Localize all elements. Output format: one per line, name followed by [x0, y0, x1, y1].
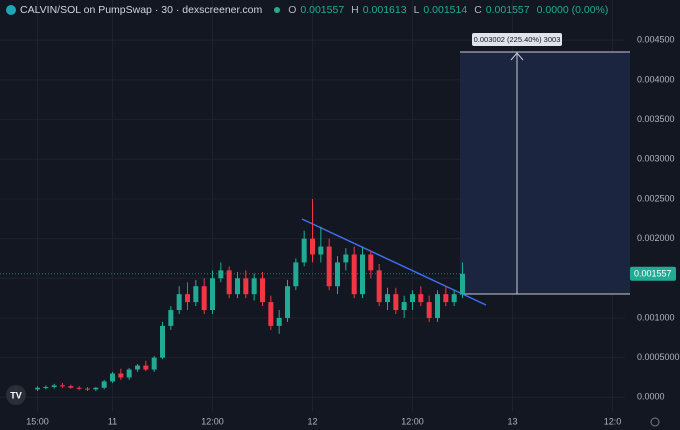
ohlc-value: 0.001557 — [300, 4, 345, 16]
x-tick-label: 13 — [507, 416, 517, 426]
candle-body — [443, 294, 449, 303]
candle-body — [218, 270, 224, 279]
candle-body — [168, 310, 174, 326]
measure-label: 0.003002 (225.40%) 3003 — [474, 35, 561, 44]
candle-body — [426, 302, 432, 318]
candle-body — [176, 294, 182, 311]
tv-logo-text: TV — [10, 390, 22, 400]
tv-logo[interactable] — [6, 385, 26, 405]
ohlc-value: 0.001514 — [423, 4, 468, 16]
candle-body — [385, 294, 390, 303]
header: CALVIN/SOL on PumpSwap · 30 · dexscreene… — [6, 4, 611, 16]
candle-body — [135, 365, 140, 370]
y-tick-label: 0.0005000 — [637, 352, 680, 362]
candle-body — [185, 294, 190, 303]
candle-body — [93, 387, 99, 390]
candle-body — [276, 317, 282, 326]
candle-body — [118, 373, 124, 378]
candle-body — [235, 278, 240, 295]
candle-body — [401, 302, 407, 311]
x-tick-label: 12 — [307, 416, 317, 426]
x-tick-label: 11 — [108, 416, 117, 426]
y-tick-label: 0.001000 — [637, 312, 675, 322]
x-tick-label: 15:00 — [26, 416, 49, 426]
measure-label-box — [472, 33, 562, 46]
candle-body — [110, 373, 115, 382]
measure-box — [460, 52, 630, 294]
candle-body — [226, 270, 232, 295]
candle-body — [360, 254, 365, 295]
candle-body — [326, 246, 332, 287]
candle-body — [35, 387, 40, 390]
y-tick-label: 0.003000 — [637, 154, 675, 164]
candle-body — [410, 294, 415, 303]
y-tick-label: 0.004000 — [637, 74, 675, 84]
candle-body — [201, 286, 207, 311]
candle-body — [43, 386, 49, 388]
ohlc-key: H — [351, 4, 359, 16]
candle-body — [310, 238, 315, 255]
ohlc-value: 0.001613 — [362, 4, 407, 16]
candle-body — [51, 385, 57, 387]
ohlc-key: O — [288, 4, 297, 16]
y-tick-label: 0.003500 — [637, 114, 675, 124]
y-tick-label: 0.002000 — [637, 233, 675, 243]
candle-body — [293, 262, 299, 287]
ohlc-key: C — [474, 4, 482, 16]
y-tick-label: 0.002500 — [637, 193, 675, 203]
chart-title: CALVIN/SOL on PumpSwap · 30 · dexscreene… — [20, 4, 263, 16]
status-dot — [274, 7, 281, 13]
candle-body — [68, 386, 74, 388]
candle-body — [243, 278, 249, 295]
candle-body — [418, 294, 424, 303]
candle-body — [85, 388, 90, 390]
ohlc-key: L — [413, 4, 420, 16]
candle-body — [376, 270, 382, 303]
candle-body — [351, 254, 357, 295]
x-tick-label: 12:00 — [401, 416, 424, 426]
candle-body — [143, 365, 149, 370]
trend-line — [301, 218, 487, 306]
candle-body — [393, 294, 399, 311]
candle-body — [76, 387, 82, 389]
pair-icon — [6, 5, 16, 15]
last-price-label: 0.001557 — [634, 269, 672, 279]
candle-body — [368, 254, 374, 271]
candle-body — [435, 294, 440, 318]
x-tick-label: 12:0 — [604, 416, 622, 426]
candle-body — [318, 246, 324, 255]
candle-body — [285, 286, 290, 318]
y-tick-label: 0.0000 — [637, 392, 665, 402]
candle-body — [335, 262, 340, 287]
ohlc-value: 0.001557 — [485, 4, 530, 16]
candle-body — [101, 381, 107, 388]
change: 0.0000 (0.00%) — [536, 4, 609, 16]
candle-body — [160, 325, 165, 358]
settings-icon[interactable] — [650, 417, 660, 427]
candle-body — [460, 273, 465, 295]
candle-body — [268, 302, 274, 326]
candle-body — [451, 294, 457, 303]
measure-arrowhead — [510, 52, 524, 61]
candle-body — [151, 357, 157, 370]
candle-body — [210, 278, 215, 311]
x-tick-label: 12:00 — [201, 416, 224, 426]
candle-body — [126, 369, 132, 378]
candle-body — [260, 278, 265, 303]
candle-body — [251, 278, 257, 295]
y-tick-label: 0.004500 — [637, 35, 675, 45]
last-price-box — [630, 266, 676, 281]
candle-body — [301, 238, 307, 263]
candle-body — [193, 286, 199, 303]
candle-body — [343, 254, 349, 263]
candle-body — [60, 385, 65, 387]
